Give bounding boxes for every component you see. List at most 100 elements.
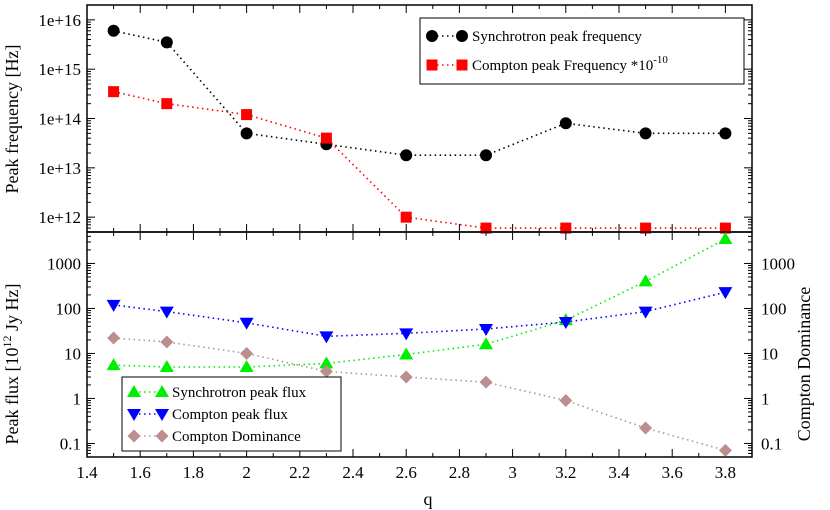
x-tick-label: 1.8 [183,463,204,482]
bottom-y-tick-label-left: 1000 [47,254,81,273]
top-legend-marker [456,59,468,71]
bottom-y-axis-title: Peak flux [1012 Jy Hz] [0,284,22,445]
bottom-legend-label: Compton peak flux [172,407,288,423]
top-y-tick-label: 1e+16 [38,11,81,30]
top-series-0-point [240,127,253,140]
top-series-1-point [480,222,492,234]
x-axis-title: q [424,489,433,509]
bottom-series-1-line [113,291,726,338]
top-series-0-point [480,149,492,162]
top-series-0-point [559,117,572,130]
bottom-legend-label: Compton Dominance [172,429,301,445]
bottom-series-0-point [399,347,414,360]
top-series-0-point [400,149,413,162]
bottom-panel: 0.1 0.1 1 1 10 10 100 100 1000 1000 1.4 1.6 1.8 2 2.2 2… [47,231,795,482]
bottom-legend-marker [155,429,169,443]
top-series-0-point [719,127,732,140]
top-legend-label-main: Compton peak Frequency *10 [472,58,653,74]
bottom-legend-label: Synchrotron peak flux [172,385,307,401]
bottom-series-1-point [638,306,653,319]
top-series-1-point [400,211,412,223]
x-tick-label: 2 [242,463,251,482]
bottom-series-0-point [319,356,334,369]
bottom-series-2-point [718,443,732,457]
bottom-y-tick-label-left: 100 [56,299,82,318]
bottom-series-1-point [106,299,121,312]
bottom-series-1-point [479,323,493,336]
bottom-plot-frame [86,231,753,458]
bottom-y-tick-label-right: 1 [761,389,770,408]
bottom-y-tick-label-right: 0.1 [761,434,782,453]
top-legend-box [419,17,745,85]
bottom-series-2-point [319,364,333,378]
bottom-series-2-point [399,370,413,384]
top-y-tick-label: 1e+13 [38,159,81,178]
bottom-series-0-point [159,360,174,372]
top-y-axis-title: Peak frequency [Hz] [2,45,22,194]
bottom-series-2-point [240,346,254,360]
bottom-y-tick-label-left: 0.1 [60,434,81,453]
top-series-1-point [560,222,572,234]
bottom-series-1-point [399,328,414,341]
bottom-y-axis-title-sup: 12 [0,336,14,348]
top-series-1-line [113,90,726,229]
top-legend-marker [456,30,468,42]
right-y-axis-title: Compton Dominance [794,287,814,441]
top-y-tick-label: 1e+12 [38,208,81,227]
bottom-series-1-point [718,287,733,300]
bottom-series-1-point [239,317,254,330]
bottom-legend-marker [155,385,169,397]
bottom-legend-marker [127,385,141,397]
bottom-legend-marker [155,409,169,421]
x-tick-label: 2.4 [342,463,364,482]
bottom-y-tick-label-left: 1 [73,389,82,408]
top-y-tick-label: 1e+14 [38,110,81,129]
top-legend-label: Synchrotron peak frequency [472,29,642,45]
legends: Synchrotron peak frequency Compton peak F… [121,17,745,452]
top-series-0-point [160,36,173,49]
bottom-legend-marker [127,429,141,443]
bottom-series-0-point [479,337,493,350]
bottom-y-tick-label-right: 10 [761,344,778,363]
top-series-0-point [639,127,652,140]
bottom-series-0-point [239,360,254,372]
bottom-y-tick-label-right: 100 [761,299,787,318]
top-series-1-point [719,222,731,234]
x-tick-label: 2.6 [396,463,417,482]
top-legend-marker [426,59,438,71]
top-legend-label-main: Synchrotron peak frequency [472,29,642,45]
top-y-tick-label: 1e+15 [38,60,81,79]
bottom-y-tick-label-left: 10 [64,344,81,363]
top-series-1-point [108,86,120,98]
x-tick-label: 3 [508,463,517,482]
bottom-series-2-point [559,394,573,408]
top-series-1-point [320,132,332,144]
x-tick-label: 3.6 [662,463,683,482]
x-tick-label: 1.6 [130,463,151,482]
bottom-series-1-point [159,306,174,319]
bottom-y-axis-title-main: Peak flux [10 [2,348,22,445]
top-legend-label: Compton peak Frequency *10-10 [472,54,668,74]
x-tick-label: 3.8 [715,463,736,482]
bottom-series-0-point [106,358,121,371]
top-series-1-point [161,98,173,110]
x-tick-label: 1.4 [76,463,98,482]
top-series-1-point [640,222,652,234]
bottom-series-1-point [558,317,573,329]
top-legend-marker [426,30,438,42]
bottom-series-0-line [113,238,726,368]
bottom-series-1-point [319,331,334,344]
x-tick-label: 2.2 [289,463,310,482]
bottom-series-0-point [638,274,653,287]
x-tick-label: 3.4 [608,463,630,482]
top-series-1-point [241,109,253,121]
bottom-series-2-point [479,375,493,389]
top-series-0-point [107,24,120,37]
bottom-legend-marker [127,409,141,421]
bottom-series-2-point [160,335,174,349]
bottom-y-tick-label-right: 1000 [761,254,795,273]
top-series-0-line [113,30,726,157]
x-tick-label: 3.2 [555,463,576,482]
bottom-series-0-point [718,231,733,244]
